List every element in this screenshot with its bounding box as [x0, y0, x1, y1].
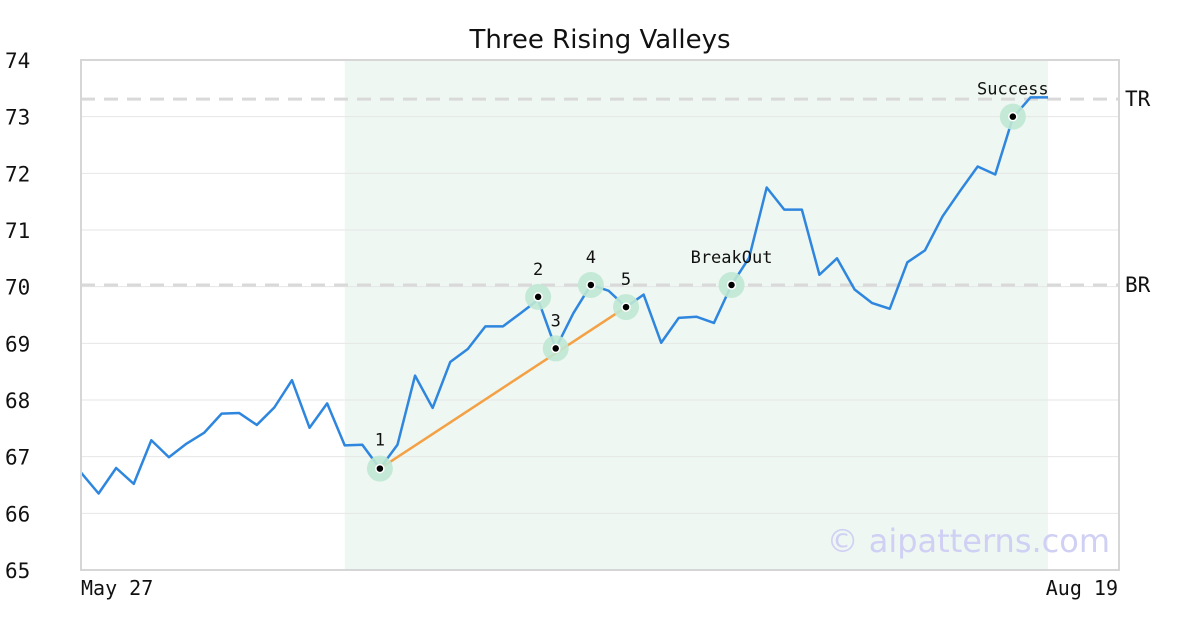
watermark-text: © aipatterns.com — [827, 522, 1110, 560]
plot-frame — [80, 59, 1120, 571]
price-line — [80, 96, 1048, 495]
level-label-tr: TR — [1125, 87, 1151, 111]
y-tick-label: 66 — [5, 502, 30, 526]
y-tick-label: 72 — [5, 162, 30, 186]
y-tick-label: 69 — [5, 332, 30, 356]
annotation-5: 5 — [621, 270, 631, 290]
x-tick-end: Aug 19 — [1046, 576, 1118, 600]
y-tick-label: 67 — [5, 446, 30, 470]
y-tick-label: 73 — [5, 106, 30, 130]
marker-point-breakout — [726, 280, 737, 290]
marker-point-success — [1008, 111, 1018, 122]
marker-point-2 — [533, 292, 543, 302]
y-tick-label: 68 — [5, 389, 30, 413]
annotation-breakout: BreakOut — [691, 248, 773, 268]
y-tick-label: 65 — [5, 559, 30, 583]
y-tick-label: 74 — [5, 49, 30, 73]
marker-point-1 — [375, 463, 385, 474]
annotation-3: 3 — [551, 311, 561, 331]
y-tick-label: 71 — [5, 219, 30, 243]
chart-title: Three Rising Valleys — [468, 25, 730, 55]
annotation-1: 1 — [375, 431, 385, 451]
trend-line — [379, 306, 627, 470]
annotation-success: Success — [977, 80, 1049, 100]
x-tick-start: May 27 — [81, 576, 153, 600]
marker-point-3 — [550, 343, 561, 354]
marker-point-4 — [586, 280, 596, 290]
annotation-4: 4 — [586, 248, 596, 268]
annotation-2: 2 — [533, 260, 543, 280]
y-tick-label: 70 — [5, 276, 30, 300]
level-label-br: BR — [1125, 273, 1151, 297]
marker-point-5 — [621, 302, 631, 312]
pattern-zone — [344, 60, 1048, 570]
